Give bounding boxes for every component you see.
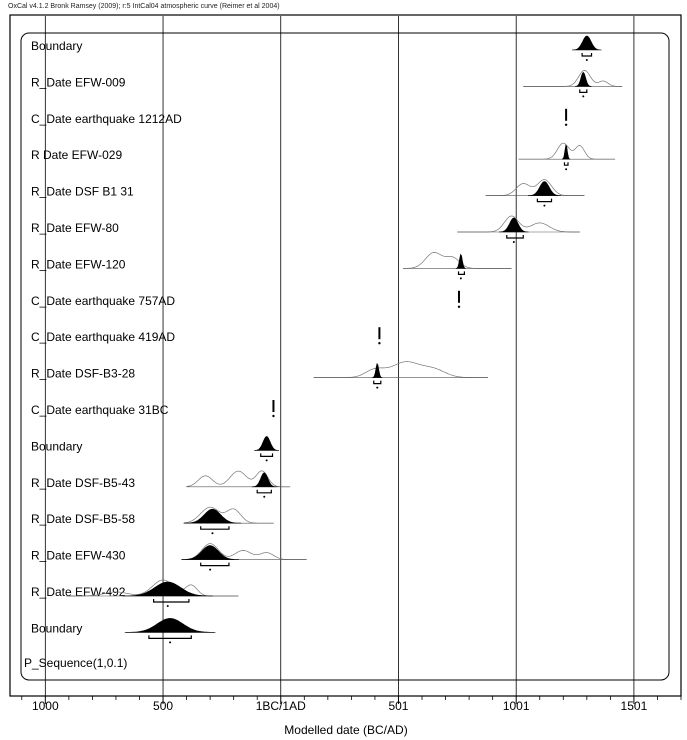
mean-marker [565,168,568,171]
range-bracket [373,380,382,385]
tick-label: 1501 [621,699,648,713]
posterior-distribution [498,217,529,233]
range-bracket [260,453,274,457]
x-axis: 1000 500 1BC/1AD 501 1001 1501 [21,696,682,713]
prior-distribution [186,470,291,488]
row-label: R_Date DSF B1 31 [31,185,134,199]
credit-line: OxCal v4.1.2 Bronk Ramsey (2009); r:5 In… [8,3,280,10]
row: R_Date DSF-B5-43 [31,470,291,498]
range-bracket [148,635,192,639]
mean-marker [166,605,169,607]
x-axis-title: Modelled date (BC/AD) [284,723,407,737]
point-dot [378,342,381,345]
plot-frame [20,32,670,681]
posterior-distribution [571,35,602,51]
row: R_Date EFW-80 [31,215,580,243]
row: C_Date earthquake 1212AD [31,108,568,127]
range-bracket [579,89,588,93]
range-bracket [536,198,553,203]
row-label: R_Date EFW-80 [31,221,119,235]
row: Boundary [31,436,279,462]
posterior-distribution [527,181,561,196]
row: R_Date EFW-120 [31,252,512,280]
mean-marker [169,641,172,644]
row-label: R_Date EFW-492 [31,585,126,599]
posterior-distribution [181,545,239,560]
mean-marker [265,459,268,462]
point-dot [272,414,275,418]
posterior-distribution [254,436,279,451]
posterior-distribution [124,618,216,633]
mean-marker [376,386,379,389]
row: C_Date earthquake 757AD [31,290,461,308]
tick-label: 500 [153,699,173,713]
posterior-distribution [372,362,383,378]
row: R_Date DSF-B3-28 [31,361,488,389]
rows-group: Boundary R_Date EFW-009 C_Date earthquake … [31,35,623,644]
row: R_Date DSF B1 31 [31,179,585,207]
row: Boundary [31,35,602,61]
row: C_Date earthquake 31BC [31,400,275,418]
mean-marker [209,568,212,571]
range-bracket [457,271,465,275]
range-bracket [200,526,230,530]
row: R_Date EFW-492 [31,579,239,607]
mean-marker [211,532,214,535]
row-label: C_Date earthquake 419AD [31,330,175,344]
mean-marker [263,495,266,498]
outer-frame [9,14,682,697]
prior-distribution [485,179,585,196]
row-label: C_Date earthquake 1212AD [31,112,182,126]
row: R_Date EFW-009 [31,70,623,98]
mean-marker [543,204,546,207]
grid-lines [44,16,635,696]
range-bracket [153,599,190,603]
row-label: Boundary [31,439,82,453]
posterior-distribution [561,144,571,160]
range-bracket [256,489,272,494]
posterior-distribution [251,472,277,488]
range-bracket [581,53,593,57]
tick-label: 1000 [32,699,59,713]
posterior-distribution [183,508,242,524]
posterior-distribution [575,71,592,87]
row: Boundary [31,618,216,644]
row-label: R Date EFW-029 [31,148,122,162]
model-label: P_Sequence(1,0.1) [24,656,127,670]
point-dot [457,305,461,308]
posterior-distribution [122,581,214,597]
range-bracket [506,235,524,239]
row-label: R_Date EFW-430 [31,549,126,563]
row: C_Date earthquake 419AD [31,327,381,345]
range-bracket [200,562,230,567]
row-label: R_Date DSF-B3-28 [31,367,135,381]
mean-marker [459,277,462,280]
row-label: C_Date earthquake 31BC [31,403,169,417]
row-label: R_Date DSF-B5-43 [31,476,135,490]
tick-label: 1BC/1AD [256,699,306,713]
row-label: R_Date EFW-120 [31,257,126,271]
mean-marker [582,95,585,98]
row: R Date EFW-029 [31,142,616,171]
point-dot [564,123,568,127]
tick-label: 1001 [503,699,530,713]
mean-marker [585,59,588,61]
row-label: C_Date earthquake 757AD [31,294,175,308]
row-label: Boundary [31,621,82,635]
row-label: R_Date DSF-B5-58 [31,512,135,526]
row-label: R_Date EFW-009 [31,75,126,89]
range-bracket [563,162,569,166]
prior-distribution [403,252,512,269]
prior-distribution [313,361,488,378]
posterior-distribution [455,253,466,269]
row: R_Date DSF-B5-58 [31,506,274,535]
row: R_Date EFW-430 [31,543,307,571]
prior-distribution [523,70,623,87]
tick-label: 501 [388,699,408,713]
mean-marker [512,241,515,243]
row-label: Boundary [31,39,82,53]
